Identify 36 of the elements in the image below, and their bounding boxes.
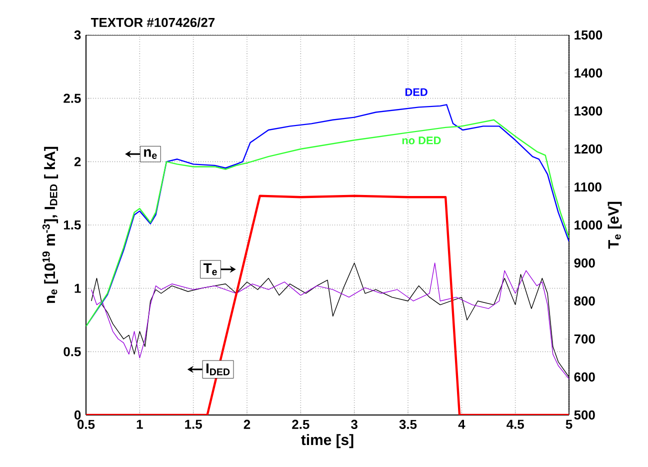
annotation: T$_{e}$	[203, 263, 217, 276]
x-tick-label: 2	[244, 420, 250, 429]
series-label: no DED	[402, 136, 441, 144]
x-tick-label: 5	[566, 420, 572, 429]
y2-tick-label: 1200	[574, 144, 602, 154]
x-tick-label: 4	[458, 420, 466, 429]
y2-tick-label: 1400	[574, 68, 602, 78]
chart-title: TEXTOR #107426/27	[90, 18, 215, 28]
y-tick-label: 2	[74, 157, 81, 166]
y2-tick-label: 600	[574, 372, 595, 382]
y-tick-label: 2.5	[64, 94, 81, 103]
y2-tick-label: 1300	[574, 106, 602, 116]
y2-tick-label: 500	[574, 410, 595, 420]
y2-tick-label: 900	[574, 258, 595, 268]
y-tick-label: 1	[74, 284, 81, 293]
y2-tick-label: 1100	[574, 182, 602, 192]
y-tick-label: 1.5	[64, 220, 81, 230]
x-axis-title: time [s]	[301, 434, 354, 448]
series-label: DED	[405, 88, 428, 96]
y2-tick-label: 800	[574, 296, 595, 306]
text: n$_{e}$ [10$^{19}$ m$^{-3}$], I$_{DED}$ [ kA]	[42, 146, 58, 303]
y2-tick-label: 1000	[574, 220, 602, 230]
y-tick-label: 0.5	[64, 347, 81, 356]
x-tick-label: 4.5	[506, 420, 524, 429]
x-tick-label: 1.5	[185, 420, 202, 429]
y2-axis-title: T$_{e}$ [eV]	[608, 202, 622, 249]
annotation: I$_{DED}$	[206, 364, 230, 376]
y-tick-label: 0	[74, 410, 81, 420]
x-tick-label: 3	[351, 420, 358, 429]
y2-tick-label: 1500	[574, 30, 602, 40]
x-tick-label: 3.5	[399, 420, 417, 429]
y-tick-label: 3	[74, 30, 81, 40]
x-tick-label: 1	[136, 420, 143, 429]
y2-tick-label: 700	[574, 334, 595, 344]
annotation: n$_{e}$	[144, 149, 157, 159]
x-tick-label: 2.5	[292, 420, 310, 429]
